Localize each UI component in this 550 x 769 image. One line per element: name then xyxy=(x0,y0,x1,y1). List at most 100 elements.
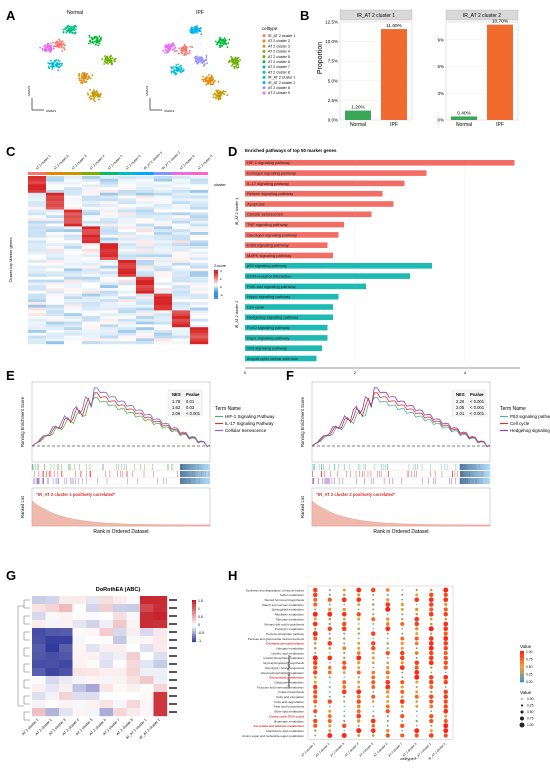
rank-gradient xyxy=(192,464,194,470)
heatmap-cell xyxy=(190,279,209,283)
pathway-label: Glycerophospholipid metabolism xyxy=(261,671,305,675)
umap-point xyxy=(228,61,231,63)
legend-swatch xyxy=(262,34,266,38)
colorbar-step xyxy=(192,625,196,627)
umap-point xyxy=(93,41,96,43)
umap-point xyxy=(52,41,54,44)
y-tick-label: 0% xyxy=(437,118,444,123)
umap-point xyxy=(185,50,188,53)
heatmap-cell xyxy=(82,316,101,319)
metabolic-dot xyxy=(328,705,331,708)
metabolic-dot xyxy=(371,694,376,699)
umap-point xyxy=(232,63,234,66)
heatmap-cell xyxy=(46,220,65,224)
heatmap-cell xyxy=(118,215,137,219)
metabolic-dot xyxy=(400,636,405,641)
heatmap-cell xyxy=(82,282,101,286)
heatmap-column-label: AT 2 cluster 9 xyxy=(197,154,214,171)
heatmap-cell xyxy=(118,198,137,202)
pathway-label: Nitrogen metabolism xyxy=(276,647,304,651)
heatmap-cell xyxy=(45,700,60,709)
rank-gradient xyxy=(463,464,465,470)
umap-point xyxy=(183,48,185,50)
metabolic-dot xyxy=(414,694,419,699)
umap-point xyxy=(170,45,173,48)
heatmap-cell xyxy=(86,652,100,661)
metabolic-dot xyxy=(314,729,317,732)
dendrogram-branch xyxy=(23,599,30,609)
umap-point xyxy=(54,42,57,45)
metabolic-dot xyxy=(343,715,346,718)
metabolic-dot xyxy=(429,729,433,733)
rank-gradient xyxy=(189,464,191,470)
metabolic-dot xyxy=(371,685,376,689)
heatmap-cell xyxy=(126,676,141,685)
heatmap-cell xyxy=(118,181,137,185)
metabolic-dot xyxy=(357,734,361,737)
heatmap-cell xyxy=(154,251,173,255)
umap-point xyxy=(176,66,179,69)
heatmap-cell xyxy=(82,327,101,331)
heatmap-cell xyxy=(136,187,155,191)
heatmap-cell xyxy=(59,620,73,629)
heatmap-cell xyxy=(64,195,83,199)
heatmap-cell xyxy=(86,612,100,621)
metabolic-dot xyxy=(343,642,346,645)
gsea-xlabel: Rank in Ordered Dataset xyxy=(93,529,149,535)
bar-label: Cellular senescence xyxy=(247,212,284,217)
rank-gradient xyxy=(473,464,476,470)
umap-point xyxy=(220,92,223,94)
heatmap-cell xyxy=(172,299,191,303)
table-header: NES xyxy=(456,392,465,397)
metabolic-dot xyxy=(313,718,318,724)
correlation-annotation: "IR_AT 2 cluster 2 positively correlated… xyxy=(316,492,396,497)
metabolic-dot xyxy=(343,695,346,698)
heatmap-cell xyxy=(64,310,83,314)
umap-point xyxy=(183,53,186,56)
metabolic-dot xyxy=(429,704,434,709)
heatmap-cell xyxy=(45,604,60,613)
umap-point xyxy=(60,46,62,49)
heatmap-cell xyxy=(172,198,191,202)
legend-label: AT 2 cluster 7 xyxy=(268,65,290,69)
rank-gradient xyxy=(192,471,194,477)
heatmap-cell xyxy=(82,279,101,283)
heatmap-cell xyxy=(140,644,154,653)
heatmap-cell xyxy=(46,218,65,221)
heatmap-cell xyxy=(172,262,191,266)
umap-point xyxy=(220,43,222,45)
size-legend-dot xyxy=(519,722,525,728)
umap-point xyxy=(219,90,221,93)
heatmap-cell xyxy=(153,636,168,645)
heatmap-cell xyxy=(172,229,191,233)
y-tick-label: 2.5% xyxy=(328,98,338,103)
heatmap-cell xyxy=(136,265,155,269)
metabolic-dot xyxy=(314,627,317,630)
heatmap-cell xyxy=(82,212,101,216)
heatmap-cell xyxy=(86,636,100,645)
metabolic-dot xyxy=(328,686,331,688)
metabolic-dot xyxy=(385,679,391,685)
rank-gradient xyxy=(181,464,184,470)
bar xyxy=(245,293,339,300)
metabolic-dot xyxy=(430,710,433,713)
panel-c-letter: C xyxy=(6,144,16,159)
umap-point xyxy=(202,75,204,78)
heatmap-cell xyxy=(82,262,101,266)
rank-gradient xyxy=(208,478,211,484)
heatmap-cell xyxy=(99,612,114,621)
metabolic-dot xyxy=(386,666,390,670)
pathway-label: Arachidonic acid metabolism xyxy=(266,729,305,733)
metabolic-dot xyxy=(443,621,449,627)
metabolic-dot xyxy=(386,632,389,635)
heatmap-cell xyxy=(59,628,73,637)
rank-gradient xyxy=(187,464,190,470)
umap-point xyxy=(196,32,199,34)
group-label: IR_AT 2 cluster 1 xyxy=(235,198,239,225)
metabolic-dot xyxy=(356,655,362,661)
metabolic-dot xyxy=(386,728,390,733)
heatmap-cell xyxy=(100,206,119,210)
umap-point xyxy=(180,47,183,49)
heatmap-cell xyxy=(46,296,65,300)
legend-label: IR_AT 2 cluster 1 xyxy=(268,34,295,38)
